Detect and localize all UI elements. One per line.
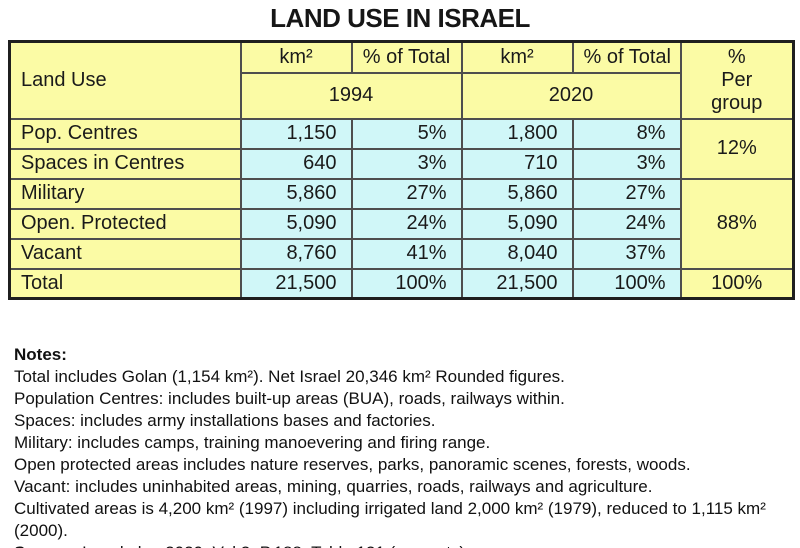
source-text: Israel plan 2020, Vol 2, P.188, Table 12… bbox=[77, 543, 470, 548]
km2-2020-value: 5,860 bbox=[460, 177, 574, 210]
km2-2020-value: 5,090 bbox=[460, 207, 574, 240]
note-line: Population Centres: includes built-up ar… bbox=[14, 389, 565, 408]
pct-2020-value: 24% bbox=[571, 207, 682, 240]
table-header-row-1: Land Use km² % of Total km² % of Total %… bbox=[8, 40, 795, 120]
pct-1994-value: 27% bbox=[350, 177, 463, 210]
pct-1994-value: 41% bbox=[350, 237, 463, 270]
table-header-row-2: 1994 2020 bbox=[10, 71, 794, 120]
header-year-1994: 1994 bbox=[239, 71, 463, 120]
note-line: Military: includes camps, training manoe… bbox=[14, 433, 491, 452]
note-line: Total includes Golan (1,154 km²). Net Is… bbox=[14, 367, 565, 386]
km2-1994-value: 1,150 bbox=[239, 117, 353, 150]
source-label: Source: bbox=[14, 543, 77, 548]
table-row-open-protected: Open. Protected 5,090 24% 5,090 24% bbox=[8, 207, 794, 240]
note-line: Cultivated areas is 4,200 km² (1997) inc… bbox=[14, 499, 766, 540]
header-pct-2020: % of Total bbox=[571, 40, 682, 74]
source-line: Source: Israel plan 2020, Vol 2, P.188, … bbox=[14, 542, 794, 548]
header-year-2020: 2020 bbox=[460, 71, 682, 120]
km2-2020-value: 710 bbox=[460, 147, 574, 180]
header-per-group-line-1: % bbox=[727, 45, 746, 68]
row-label: Total bbox=[8, 267, 242, 300]
km2-1994-value: 8,760 bbox=[239, 237, 353, 270]
pct-2020-value: 8% bbox=[571, 117, 682, 150]
header-km2-1994: km² bbox=[239, 40, 353, 74]
header-km2-2020: km² bbox=[460, 40, 574, 74]
km2-1994-value: 5,860 bbox=[239, 177, 353, 210]
row-label: Military bbox=[8, 177, 242, 210]
km2-2020-value: 8,040 bbox=[460, 237, 574, 270]
header-per-group-line-2: Per bbox=[721, 68, 753, 91]
table-row-vacant: Vacant 8,760 41% 8,040 37% bbox=[8, 237, 794, 270]
note-line: Vacant: includes uninhabited areas, mini… bbox=[14, 477, 653, 496]
row-label: Vacant bbox=[8, 237, 242, 270]
km2-1994-value: 5,090 bbox=[239, 207, 353, 240]
pct-2020-value: 27% bbox=[571, 177, 682, 210]
km2-1994-value: 21,500 bbox=[239, 267, 353, 300]
km2-2020-value: 21,500 bbox=[460, 267, 574, 300]
page-title: LAND USE IN ISRAEL bbox=[270, 3, 530, 33]
note-line: Spaces: includes army installations base… bbox=[14, 411, 436, 430]
pct-1994-value: 5% bbox=[350, 117, 463, 150]
table-row-total: Total 21,500 100% 21,500 100% 100% bbox=[8, 267, 795, 300]
row-label: Spaces in Centres bbox=[8, 147, 242, 180]
per-group-total: 100% bbox=[679, 267, 795, 300]
table-row-military: Military 5,860 27% 5,860 27% 88% bbox=[8, 177, 795, 270]
notes-block: Notes: Total includes Golan (1,154 km²).… bbox=[14, 344, 794, 548]
km2-1994-value: 640 bbox=[239, 147, 353, 180]
pct-1994-value: 3% bbox=[350, 147, 463, 180]
header-land-use: Land Use bbox=[8, 40, 242, 120]
pct-2020-value: 37% bbox=[571, 237, 682, 270]
table-row-spaces-in-centres: Spaces in Centres 640 3% 710 3% bbox=[8, 147, 794, 180]
table-row-pop-centres: Pop. Centres 1,150 5% 1,800 8% 12% bbox=[8, 117, 795, 180]
per-group-centres: 12% bbox=[679, 117, 795, 180]
pct-1994-value: 100% bbox=[350, 267, 463, 300]
per-group-non-urban: 88% bbox=[679, 177, 795, 270]
note-line: Open protected areas includes nature res… bbox=[14, 455, 691, 474]
header-per-group: % Per group bbox=[679, 40, 795, 120]
row-label: Open. Protected bbox=[8, 207, 242, 240]
pct-2020-value: 100% bbox=[571, 267, 682, 300]
land-use-table: Land Use km² % of Total km² % of Total %… bbox=[8, 40, 795, 300]
km2-2020-value: 1,800 bbox=[460, 117, 574, 150]
pct-2020-value: 3% bbox=[571, 147, 682, 180]
header-per-group-line-3: group bbox=[711, 91, 763, 114]
notes-heading: Notes: bbox=[14, 345, 67, 364]
header-pct-1994: % of Total bbox=[350, 40, 463, 74]
row-label: Pop. Centres bbox=[8, 117, 242, 150]
pct-1994-value: 24% bbox=[350, 207, 463, 240]
